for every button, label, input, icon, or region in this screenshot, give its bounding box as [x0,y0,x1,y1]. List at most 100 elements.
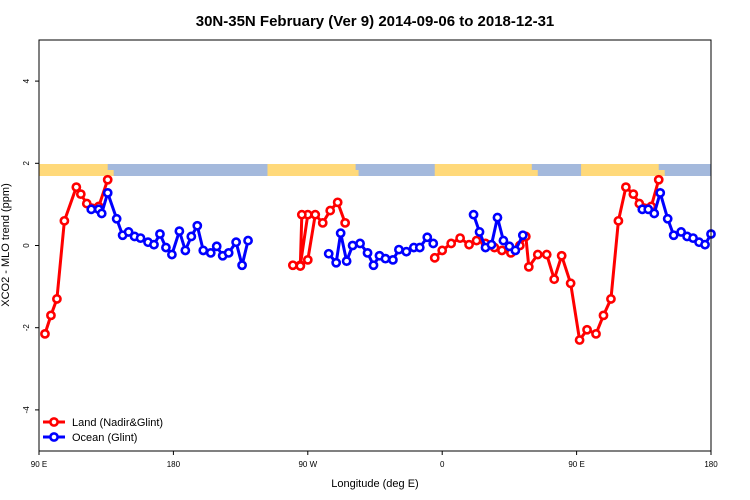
y-axis: -4 -2 0 2 4 [22,78,39,413]
data-point [347,240,358,251]
series-line [433,179,661,344]
data-point [532,249,543,260]
data-point [192,220,203,231]
data-point [325,205,336,216]
data-point [474,227,485,237]
data-point [598,310,609,321]
data-point [393,244,404,255]
data-point [368,260,379,271]
data-point [198,245,209,256]
data-point [243,235,253,246]
data-point [180,245,191,256]
data-point [380,253,391,264]
data-point [510,245,521,256]
data-point [123,227,134,237]
y-axis-label: XCO2 - MLO trend (ppm) [0,183,12,306]
data-point [464,239,474,250]
data-point [135,233,146,244]
legend-label: Land (Nadir&Glint) [72,417,163,429]
strip-land-edge [346,170,359,176]
data-point [296,209,307,220]
data-point [223,247,234,258]
data-point [331,257,342,268]
strip-land-span [267,164,356,176]
y-tick-label: 4 [22,78,31,83]
strip-ocean [39,164,711,176]
data-point [662,213,673,224]
data-point [287,260,298,271]
land-ocean-strip [39,164,711,176]
data-point [340,217,351,228]
data-point [606,294,616,304]
y-tick-label: 2 [22,161,31,166]
data-point [700,239,710,250]
data-point [205,247,216,258]
data-point [174,226,185,237]
strip-land-edge [101,170,114,176]
legend-label: Ocean (Glint) [72,432,137,444]
x-tick-label: 180 [167,460,181,469]
data-point [302,254,313,265]
data-point [102,187,113,198]
x-tick-label: 90 W [298,460,317,469]
data-point [613,215,624,226]
strip-land-edge [652,170,665,176]
data-point [492,212,503,223]
data-point [317,217,328,228]
data-point [237,260,247,271]
data-point [422,232,433,243]
x-axis-label: Longitude (deg E) [331,478,418,490]
data-point [401,246,412,257]
data-point [437,245,448,256]
data-point [86,204,97,215]
data-point [71,182,82,193]
x-tick-label: 180 [704,460,718,469]
strip-land-edge [525,170,538,176]
data-point [653,174,664,185]
chart-title: 30N-35N February (Ver 9) 2014-09-06 to 2… [196,13,555,30]
data-point [388,254,398,265]
data-point [102,174,113,185]
data-point [655,187,666,198]
data-point [186,231,197,242]
data-point [332,197,343,208]
data-point [231,237,242,248]
data-point [497,245,507,256]
plot-frame [38,39,712,452]
data-point [591,328,601,339]
series-layer [40,174,716,345]
data-point [541,249,552,260]
data-point [565,278,576,289]
data-point [676,227,687,237]
data-point [59,215,70,226]
data-point [40,328,50,339]
data-point [582,324,592,335]
data-point [668,230,679,241]
data-point [161,242,171,253]
data-point [574,335,585,345]
data-point [52,294,62,304]
data-point [471,235,482,246]
data-point [620,182,631,193]
y-tick-label: 0 [22,243,31,248]
y-tick-label: -2 [22,324,31,332]
strip-land-span [581,164,659,176]
strip-land-span [434,164,532,176]
x-tick-label: 90 E [31,460,47,469]
series-land [40,174,664,345]
data-point [517,230,528,241]
data-point [355,238,365,249]
data-point [75,189,86,200]
strip-land-span [39,164,108,176]
data-point [429,252,440,263]
data-point [111,213,122,224]
data-point [323,248,334,259]
data-point [468,209,479,220]
data-point [556,250,567,261]
data-point [295,261,306,271]
legend-marker [49,432,59,442]
x-tick-label: 90 E [568,460,584,469]
data-point [335,228,346,239]
data-point [498,235,509,246]
strip-land [39,164,665,176]
